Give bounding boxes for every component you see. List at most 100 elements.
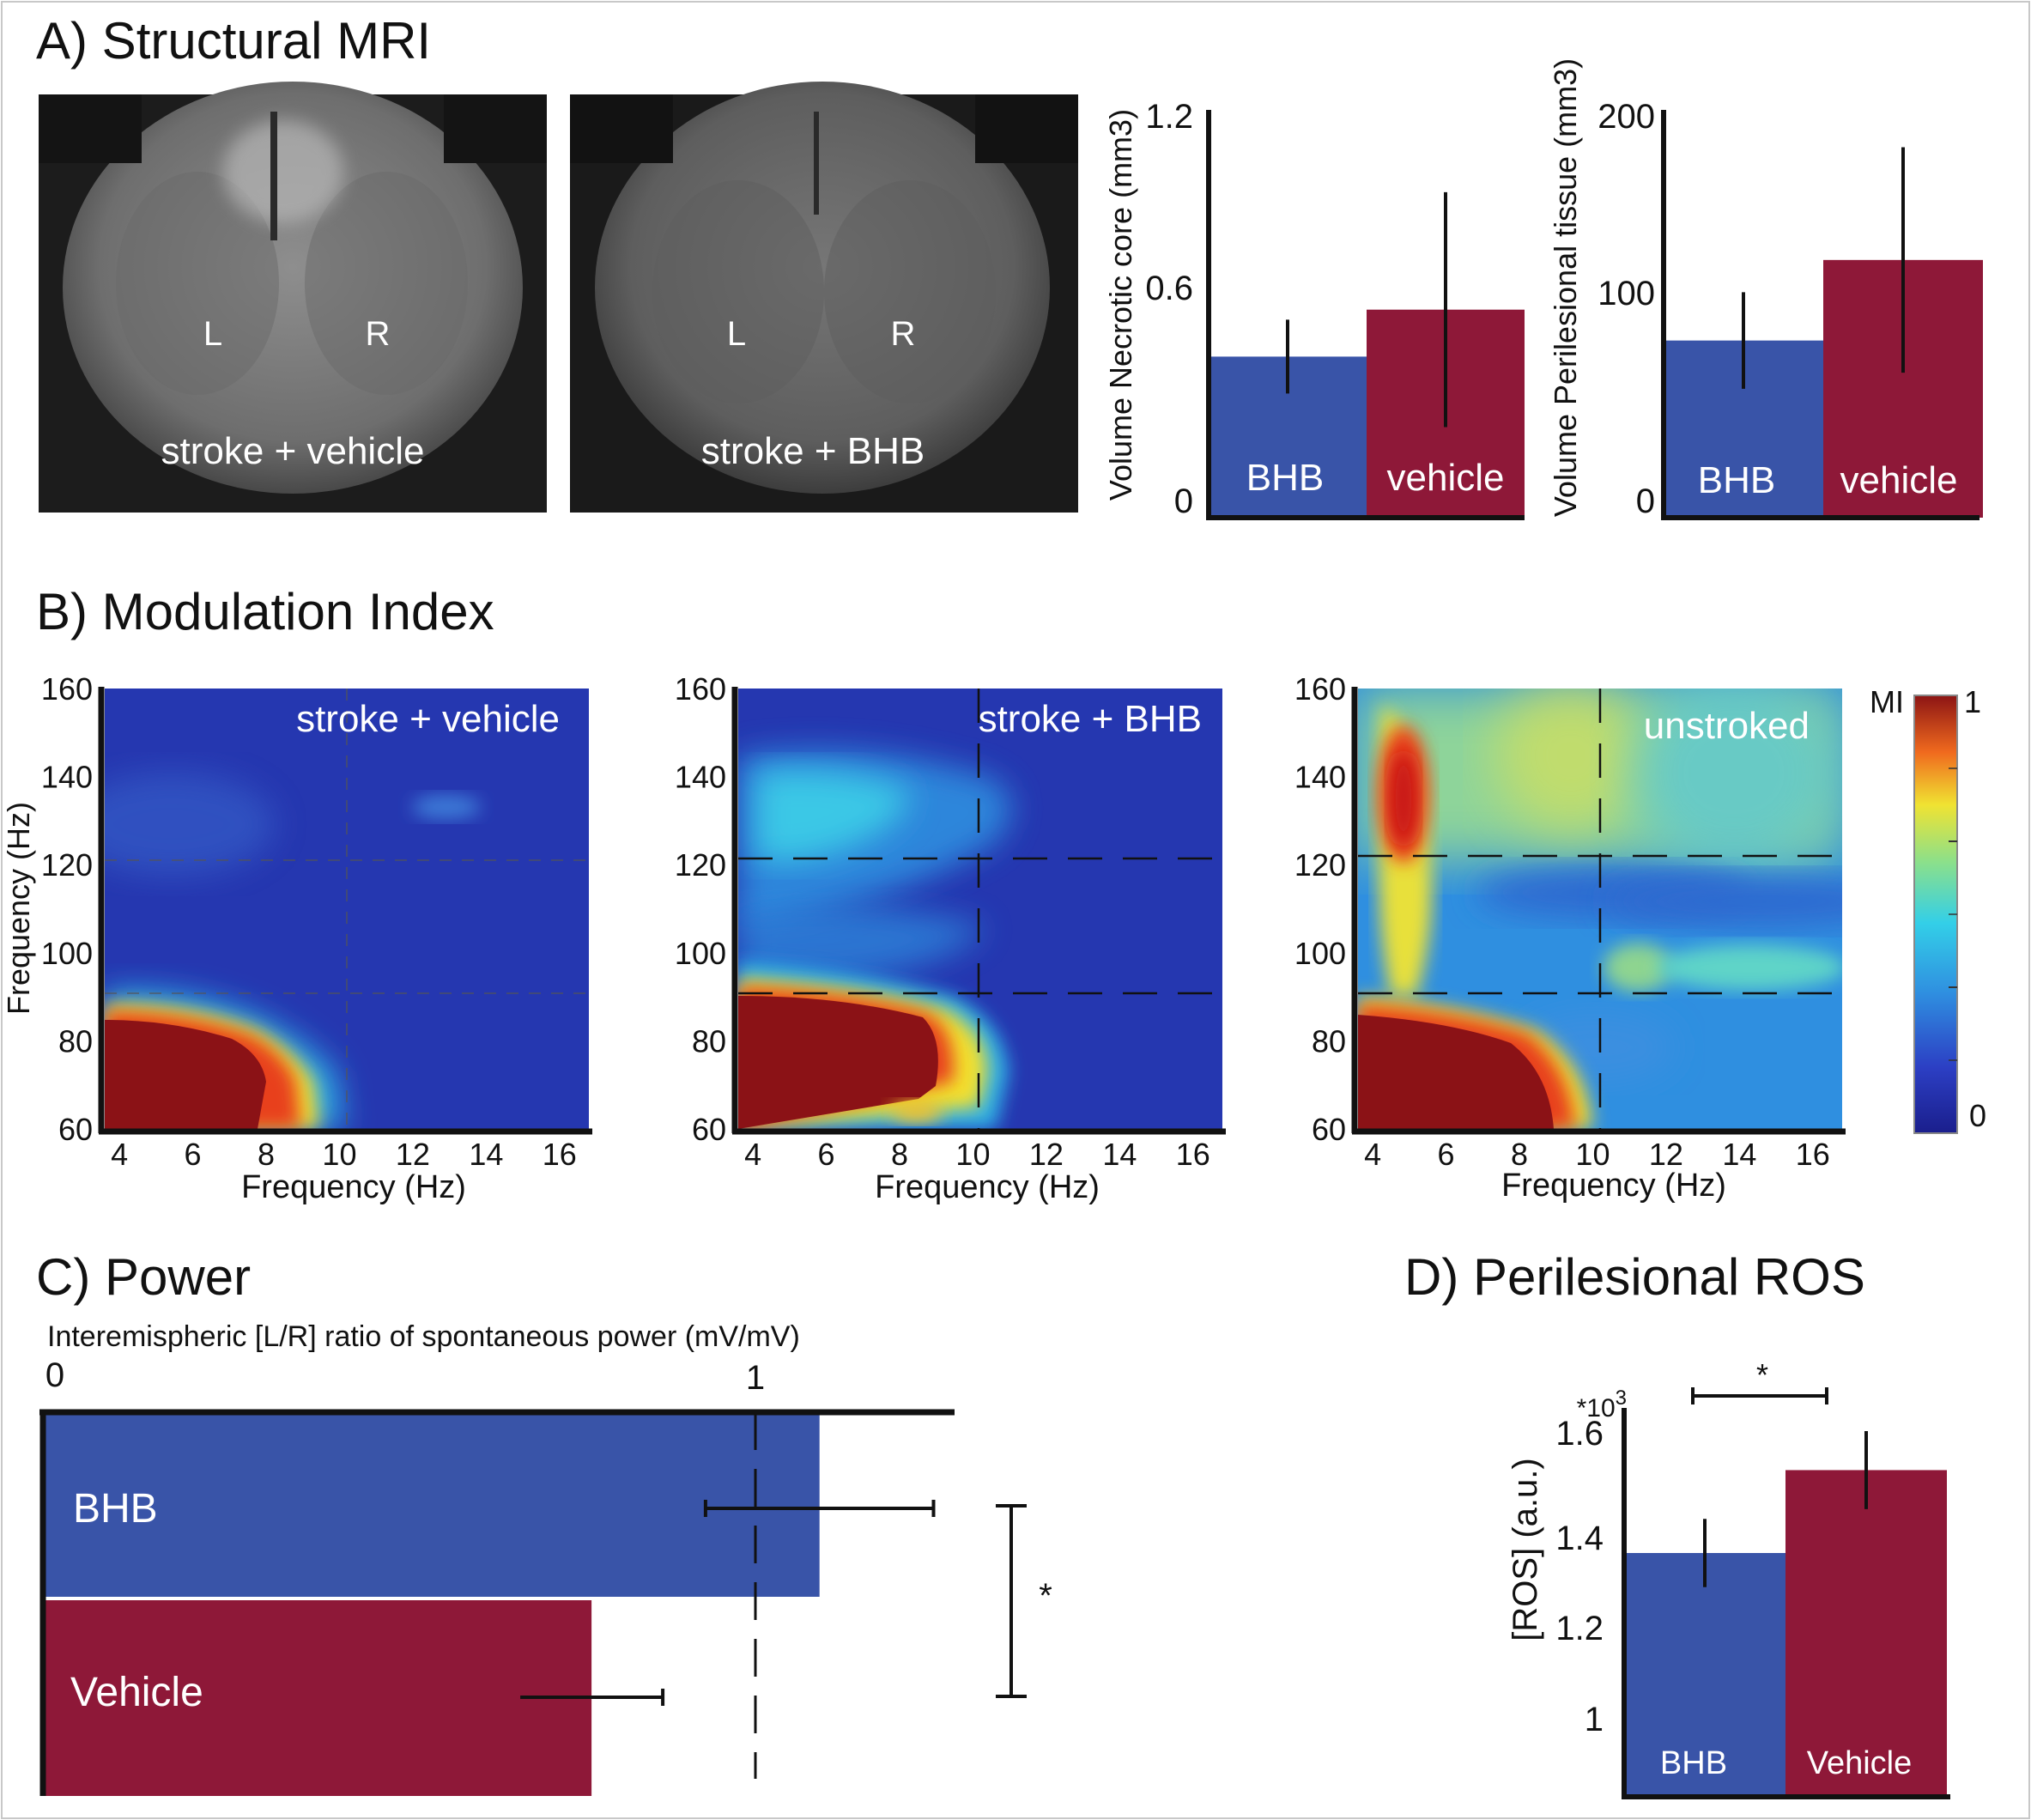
heatmap-bhb-xlabel: Frequency (Hz)	[875, 1169, 1100, 1205]
power-cat-bhb: BHB	[73, 1486, 158, 1532]
heatmap-bhb-xtick-1: 6	[818, 1137, 835, 1172]
heatmap-vehicle-ytick-5: 60	[58, 1112, 93, 1147]
heatmap-vehicle-xtick-1: 6	[185, 1137, 202, 1172]
perilesional-ytick-2: 0	[1636, 482, 1655, 520]
heatmap-bhb-ytick-2: 120	[675, 847, 726, 883]
heatmap-unstroked-ytick-0: 160	[1294, 671, 1346, 707]
heatmap-unstroked-ytick-5: 60	[1312, 1112, 1346, 1147]
panel-title-d: D) Perilesional ROS	[1404, 1248, 1865, 1306]
heatmap-bhb-xtick-6: 16	[1176, 1137, 1210, 1172]
heatmap-vehicle-xtick-3: 10	[322, 1137, 356, 1172]
mri-right-label-2: R	[891, 315, 916, 353]
perilesional-ytick-1: 100	[1598, 275, 1655, 312]
heatmap-unstroked-xtick-6: 16	[1796, 1137, 1830, 1172]
power-cat-vehicle: Vehicle	[70, 1670, 203, 1715]
mri-right-label-1: R	[366, 315, 391, 353]
heatmap-vehicle-xtick-5: 14	[469, 1137, 503, 1172]
heatmap-bhb-ytick-3: 100	[675, 936, 726, 971]
heatmap-unstroked-label: unstroked	[1644, 705, 1810, 747]
chart-perilesional: Volume Perilesional tissue (mm3) 200 100…	[1548, 58, 1983, 520]
ros-multiplier-exp: 3	[1616, 1386, 1627, 1410]
heatmap-vehicle-ytick-4: 80	[58, 1023, 93, 1059]
colorbar-tick-max: 1	[1964, 684, 1981, 719]
perilesional-cat-bhb: BHB	[1698, 459, 1775, 501]
heatmap-vehicle: stroke + vehicle	[98, 687, 592, 1135]
ros-cat-bhb: BHB	[1660, 1745, 1727, 1781]
colorbar-label: MI	[1870, 684, 1904, 719]
necrotic-ytick-0: 1.2	[1145, 98, 1193, 136]
mri-image-vehicle: L R stroke + vehicle	[39, 82, 547, 513]
heatmap-vehicle-label: stroke + vehicle	[296, 698, 560, 740]
panel-title-c: C) Power	[36, 1248, 251, 1306]
necrotic-ytick-1: 0.6	[1145, 270, 1193, 307]
power-xtick-1: 1	[746, 1359, 765, 1397]
chart-necrotic: Volume Necrotic core (mm3) 1.2 0.6 0 BHB…	[1103, 98, 1525, 520]
mri-caption-bhb: stroke + BHB	[701, 430, 925, 472]
heatmap-vehicle-xlabel: Frequency (Hz)	[241, 1169, 466, 1205]
ros-multiplier: *103	[1577, 1386, 1627, 1423]
heatmap-vehicle-xtick-2: 8	[258, 1137, 275, 1172]
ros-ytick-1: 1.4	[1555, 1520, 1604, 1557]
heatmap-vehicle-xtick-0: 4	[111, 1137, 128, 1172]
ros-ytick-2: 1.2	[1555, 1610, 1604, 1647]
colorbar-tick-min: 0	[1969, 1098, 1986, 1133]
heatmap-unstroked-xtick-0: 4	[1364, 1137, 1381, 1172]
necrotic-ytick-2: 0	[1174, 482, 1193, 520]
heatmap-vehicle-ytick-2: 120	[41, 847, 93, 883]
power-bar-vehicle	[43, 1600, 592, 1796]
chart-power: Interemispheric [L/R] ratio of spontaneo…	[39, 1320, 1052, 1796]
heatmap-vehicle-xtick-6: 16	[543, 1137, 577, 1172]
heatmap-unstroked-xtick-2: 8	[1511, 1137, 1528, 1172]
necrotic-cat-vehicle: vehicle	[1387, 457, 1505, 499]
necrotic-ylabel: Volume Necrotic core (mm3)	[1103, 109, 1138, 500]
heatmap-unstroked-xtick-4: 12	[1649, 1137, 1683, 1172]
heatmap-bhb-xtick-2: 8	[891, 1137, 908, 1172]
ros-bar-vehicle	[1785, 1470, 1947, 1797]
heatmap-bhb-ytick-5: 60	[692, 1112, 726, 1147]
ros-multiplier-base: *10	[1577, 1394, 1616, 1423]
chart-ros: [ROS] (a.u.) *103 1.6 1.4 1.2 1 BHB Vehi…	[1507, 1357, 1950, 1799]
colorbar: MI 1 0	[1870, 684, 1986, 1134]
heatmap-unstroked-ytick-2: 120	[1294, 847, 1346, 883]
heatmap-unstroked-xlabel: Frequency (Hz)	[1501, 1168, 1726, 1204]
perilesional-cat-vehicle: vehicle	[1840, 459, 1958, 501]
ros-ytick-3: 1	[1585, 1701, 1604, 1738]
heatmap-bhb-xtick-5: 14	[1102, 1137, 1137, 1172]
power-xtick-0: 0	[45, 1356, 64, 1394]
heatmap-bhb-xtick-4: 12	[1029, 1137, 1064, 1172]
heatmap-vehicle-ytick-3: 100	[41, 936, 93, 971]
heatmap-unstroked-ytick-4: 80	[1312, 1023, 1346, 1059]
heatmap-vehicle-ytick-0: 160	[41, 671, 93, 707]
panel-title-a: A) Structural MRI	[36, 12, 431, 70]
heatmap-bhb-label: stroke + BHB	[979, 698, 1202, 740]
heatmap-unstroked-ytick-3: 100	[1294, 936, 1346, 971]
power-significance-star: *	[1039, 1577, 1052, 1615]
mri-image-bhb: L R stroke + BHB	[570, 82, 1078, 513]
heatmap-unstroked: unstroked	[1351, 687, 1846, 1135]
mri-left-label-1: L	[203, 315, 222, 353]
heatmap-bhb-xtick-0: 4	[744, 1137, 761, 1172]
heatmap-vehicle-xtick-4: 12	[396, 1137, 430, 1172]
ros-ylabel: [ROS] (a.u.)	[1507, 1458, 1544, 1641]
heatmap-unstroked-ytick-1: 140	[1294, 760, 1346, 795]
heatmap-bhb-ytick-4: 80	[692, 1023, 726, 1059]
ros-cat-vehicle: Vehicle	[1807, 1745, 1913, 1781]
heatmap-bhb-ytick-0: 160	[675, 671, 726, 707]
heatmap-ylabel: Frequency (Hz)	[1, 802, 36, 1015]
heatmap-bhb-ytick-1: 140	[675, 760, 726, 795]
ros-ytick-0: 1.6	[1555, 1415, 1604, 1453]
heatmap-unstroked-xtick-1: 6	[1438, 1137, 1455, 1172]
perilesional-ytick-0: 200	[1598, 98, 1655, 136]
power-title: Interemispheric [L/R] ratio of spontaneo…	[47, 1320, 800, 1353]
heatmap-unstroked-xtick-5: 14	[1722, 1137, 1756, 1172]
heatmap-vehicle-ytick-1: 140	[41, 760, 93, 795]
mri-left-label-2: L	[727, 315, 746, 353]
heatmap-ticks: 4 6 8 10 12 14 16 160 140 120 100 80 60 4 6 8 10 12 14 16 16…	[41, 671, 1830, 1172]
heatmap-bhb-xtick-3: 10	[955, 1137, 990, 1172]
panel-title-b: B) Modulation Index	[36, 583, 494, 640]
mri-caption-vehicle: stroke + vehicle	[161, 430, 425, 472]
ros-significance-star: *	[1756, 1357, 1768, 1392]
perilesional-ylabel: Volume Perilesional tissue (mm3)	[1548, 58, 1583, 517]
